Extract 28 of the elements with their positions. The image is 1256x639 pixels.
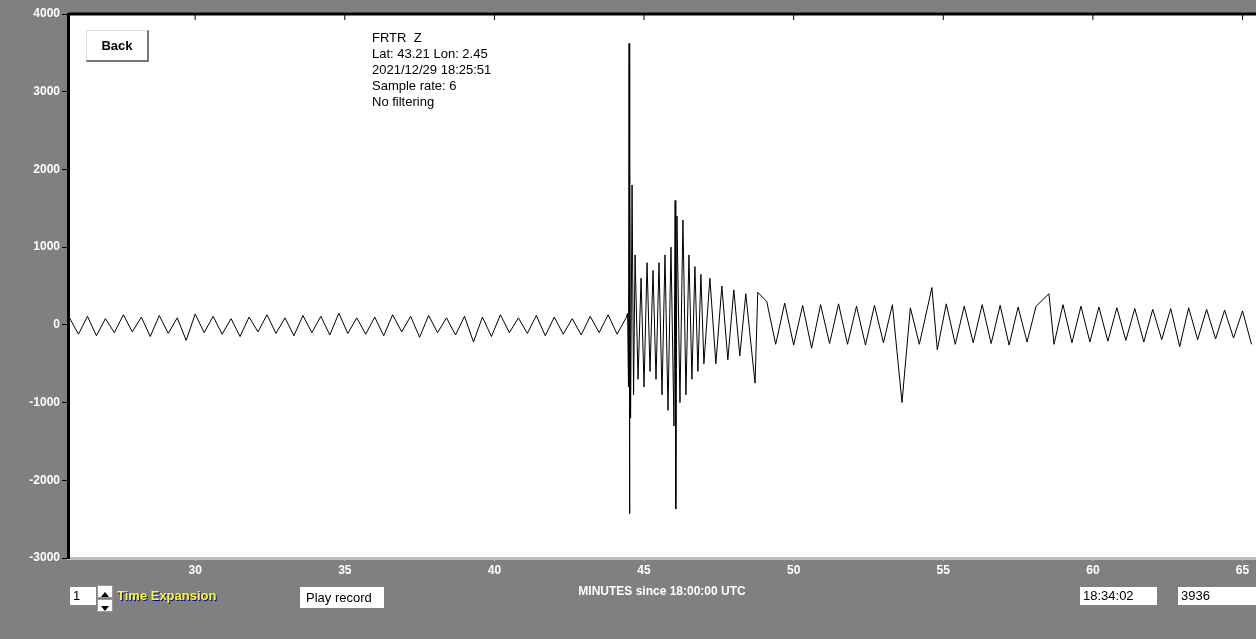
text: 3936 — [1178, 587, 1256, 605]
x-tick-label: 35 — [338, 562, 352, 577]
x-axis-title: MINUTES since 18:00:00 UTC — [578, 584, 747, 599]
y-tick-label: 1000 — [33, 239, 61, 254]
annotation: No filtering — [372, 94, 436, 110]
annotation: FRTR Z — [372, 30, 423, 46]
y-tick-label: -2000 — [29, 472, 61, 487]
y-tick-label: 4000 — [33, 6, 61, 21]
y-tick-label: -3000 — [29, 550, 61, 565]
annotation: Lat: 43.21 Lon: 2.45 — [372, 46, 489, 62]
text: 1 — [70, 587, 96, 605]
y-tick-label: 2000 — [33, 161, 61, 176]
x-tick-label: 60 — [1086, 562, 1100, 577]
annotation: Sample rate: 6 — [372, 78, 458, 94]
x-tick-label: 55 — [936, 562, 951, 577]
x-tick-label: 45 — [637, 562, 652, 577]
x-tick-label: 50 — [786, 562, 801, 577]
text: 18:34:02 — [1080, 587, 1157, 605]
x-tick-label: 30 — [188, 562, 203, 577]
y-tick-label: 3000 — [33, 84, 61, 99]
x-tick-label: 65 — [1235, 562, 1250, 577]
text: Play record — [300, 587, 384, 608]
x-tick-label: 40 — [487, 562, 502, 577]
text: Time Expansion — [117, 588, 217, 603]
annotation: Back — [86, 30, 149, 62]
y-tick-label: -1000 — [29, 394, 61, 409]
y-tick-label: 0 — [53, 317, 61, 332]
annotation: 2021/12/29 18:25:51 — [372, 62, 492, 78]
